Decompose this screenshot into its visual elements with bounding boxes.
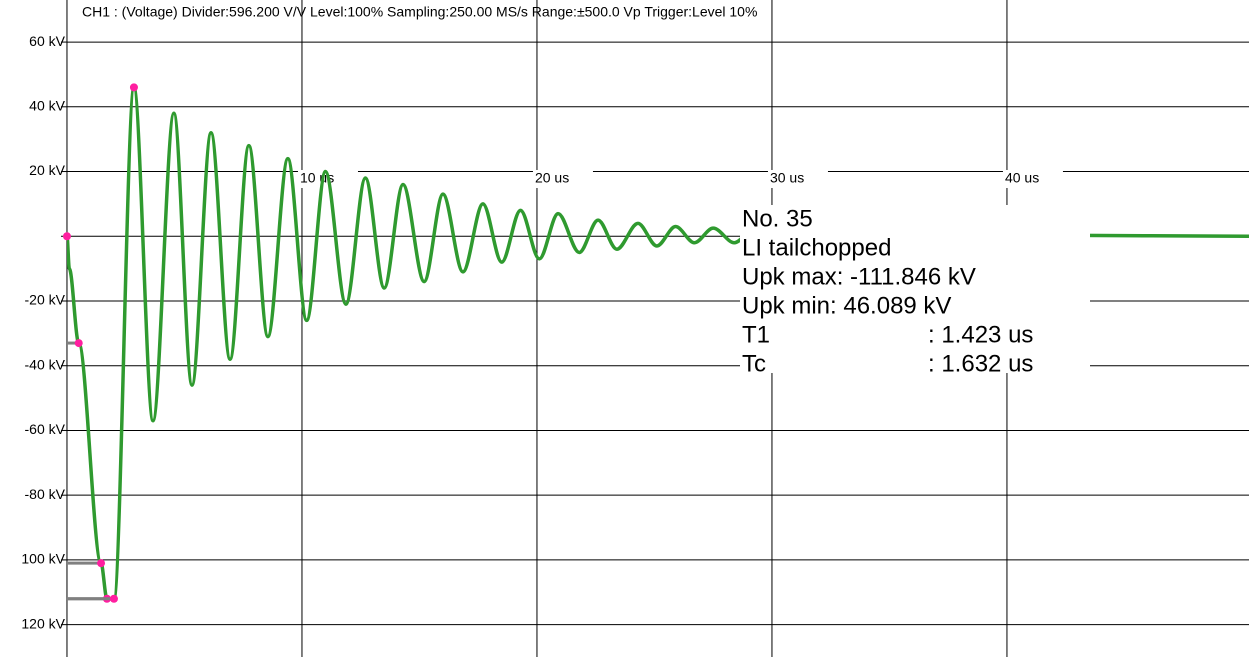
marker-point [97,559,106,568]
y-tick-label: 20 kV [29,162,65,178]
x-label-backing [532,170,593,188]
info-t1-value: : 1.423 us [928,321,1033,348]
info-backing [740,205,1090,373]
marker-point [74,339,83,348]
x-tick-label: 40 us [1005,170,1039,186]
info-number: No. 35 [742,205,813,232]
y-tick-label: -40 kV [25,356,66,372]
x-label-backing [767,170,828,188]
info-t1-name: T1 [742,321,770,348]
y-tick-label: -20 kV [25,292,66,308]
info-tc-value: : 1.632 us [928,350,1033,377]
info-upk-max: Upk max: -111.846 kV [742,263,976,290]
info-kind: LI tailchopped [742,234,891,261]
info-upk-min: Upk min: 46.089 kV [742,292,951,319]
marker-point [129,83,138,92]
info-tc-name: Tc [742,350,766,377]
y-tick-label: 120 kV [21,615,65,631]
marker-point [62,232,71,241]
y-tick-label: 40 kV [29,98,65,114]
y-tick-label: -60 kV [25,421,66,437]
x-tick-label: 10 us [300,170,334,186]
x-tick-label: 30 us [770,170,804,186]
y-tick-label: 60 kV [29,33,65,49]
channel-header: CH1 : (Voltage) Divider:596.200 V/V Leve… [82,4,757,20]
x-tick-label: 20 us [535,170,569,186]
marker-point [109,594,118,603]
x-label-backing [1002,170,1063,188]
y-tick-label: -80 kV [25,486,66,502]
y-tick-label: 100 kV [21,551,65,567]
